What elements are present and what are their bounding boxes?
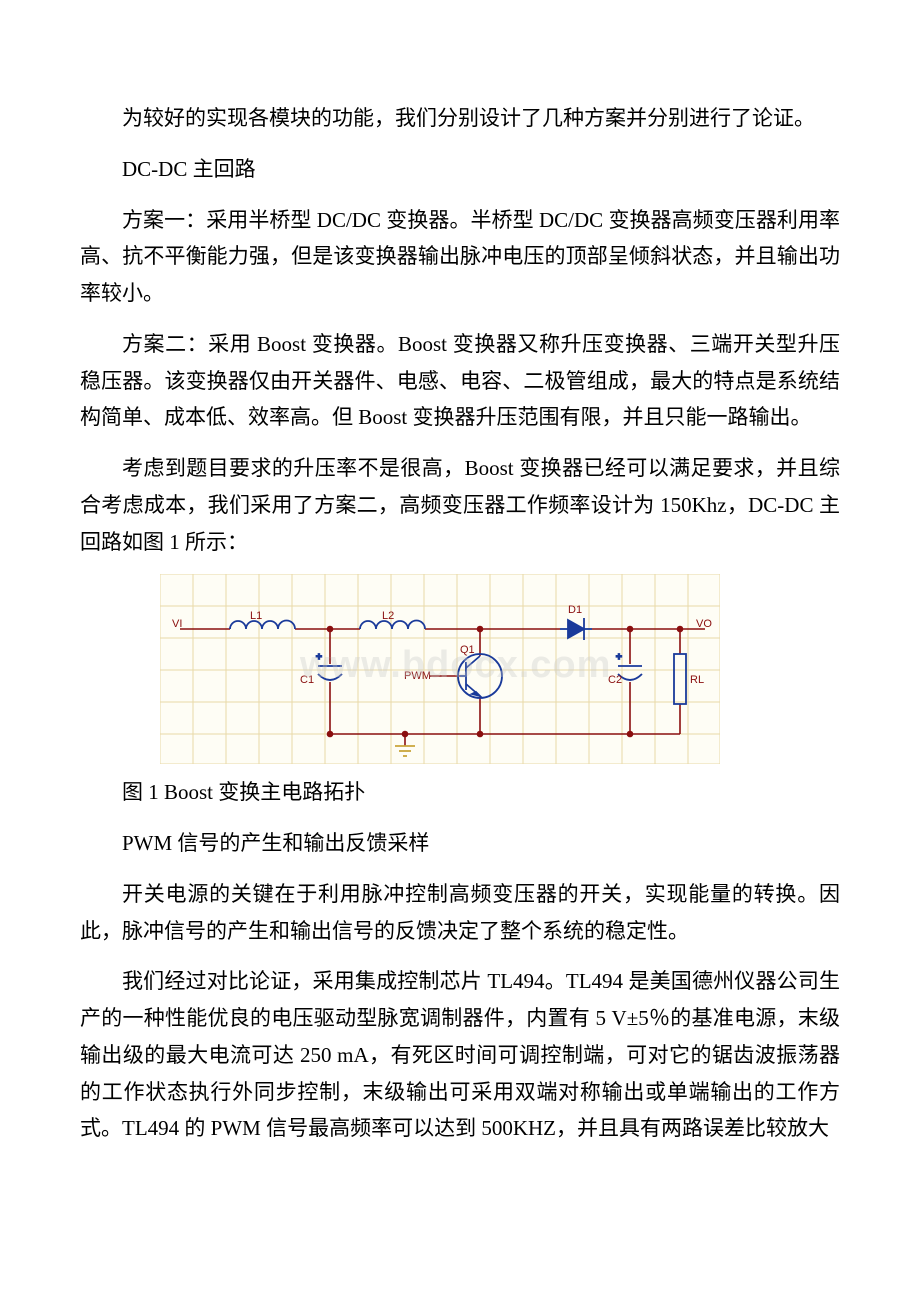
circuit-diagram: + + VI L1 L2 D1 bbox=[160, 574, 720, 764]
svg-text:+: + bbox=[316, 652, 322, 663]
label-pwm: PWM bbox=[404, 670, 431, 682]
label-l1: L1 bbox=[250, 610, 262, 622]
paragraph-intro: 为较好的实现各模块的功能，我们分别设计了几种方案并分别进行了论证。 bbox=[80, 100, 840, 137]
label-rl: RL bbox=[690, 674, 704, 686]
circuit-svg: + + bbox=[160, 574, 720, 764]
label-l2: L2 bbox=[382, 610, 394, 622]
label-c2: C2 bbox=[608, 674, 622, 686]
paragraph-scheme-2: 方案二：采用 Boost 变换器。Boost 变换器又称升压变换器、三端开关型升… bbox=[80, 326, 840, 436]
label-vi: VI bbox=[172, 618, 182, 630]
paragraph-scheme-1: 方案一：采用半桥型 DC/DC 变换器。半桥型 DC/DC 变换器高频变压器利用… bbox=[80, 202, 840, 312]
svg-text:+: + bbox=[616, 652, 622, 663]
figure-1-caption: 图 1 Boost 变换主电路拓扑 bbox=[80, 774, 840, 811]
label-c1: C1 bbox=[300, 674, 314, 686]
paragraph-choice: 考虑到题目要求的升压率不是很高，Boost 变换器已经可以满足要求，并且综合考虑… bbox=[80, 450, 840, 560]
label-vo: VO bbox=[696, 618, 712, 630]
label-q1: Q1 bbox=[460, 644, 475, 656]
label-d1: D1 bbox=[568, 604, 582, 616]
paragraph-pwm-2: 我们经过对比论证，采用集成控制芯片 TL494。TL494 是美国德州仪器公司生… bbox=[80, 963, 840, 1147]
figure-1: + + VI L1 L2 D1 bbox=[160, 574, 840, 764]
heading-pwm: PWM 信号的产生和输出反馈采样 bbox=[80, 825, 840, 862]
paragraph-pwm-1: 开关电源的关键在于利用脉冲控制高频变压器的开关，实现能量的转换。因此，脉冲信号的… bbox=[80, 876, 840, 950]
heading-dcdc: DC-DC 主回路 bbox=[80, 151, 840, 188]
